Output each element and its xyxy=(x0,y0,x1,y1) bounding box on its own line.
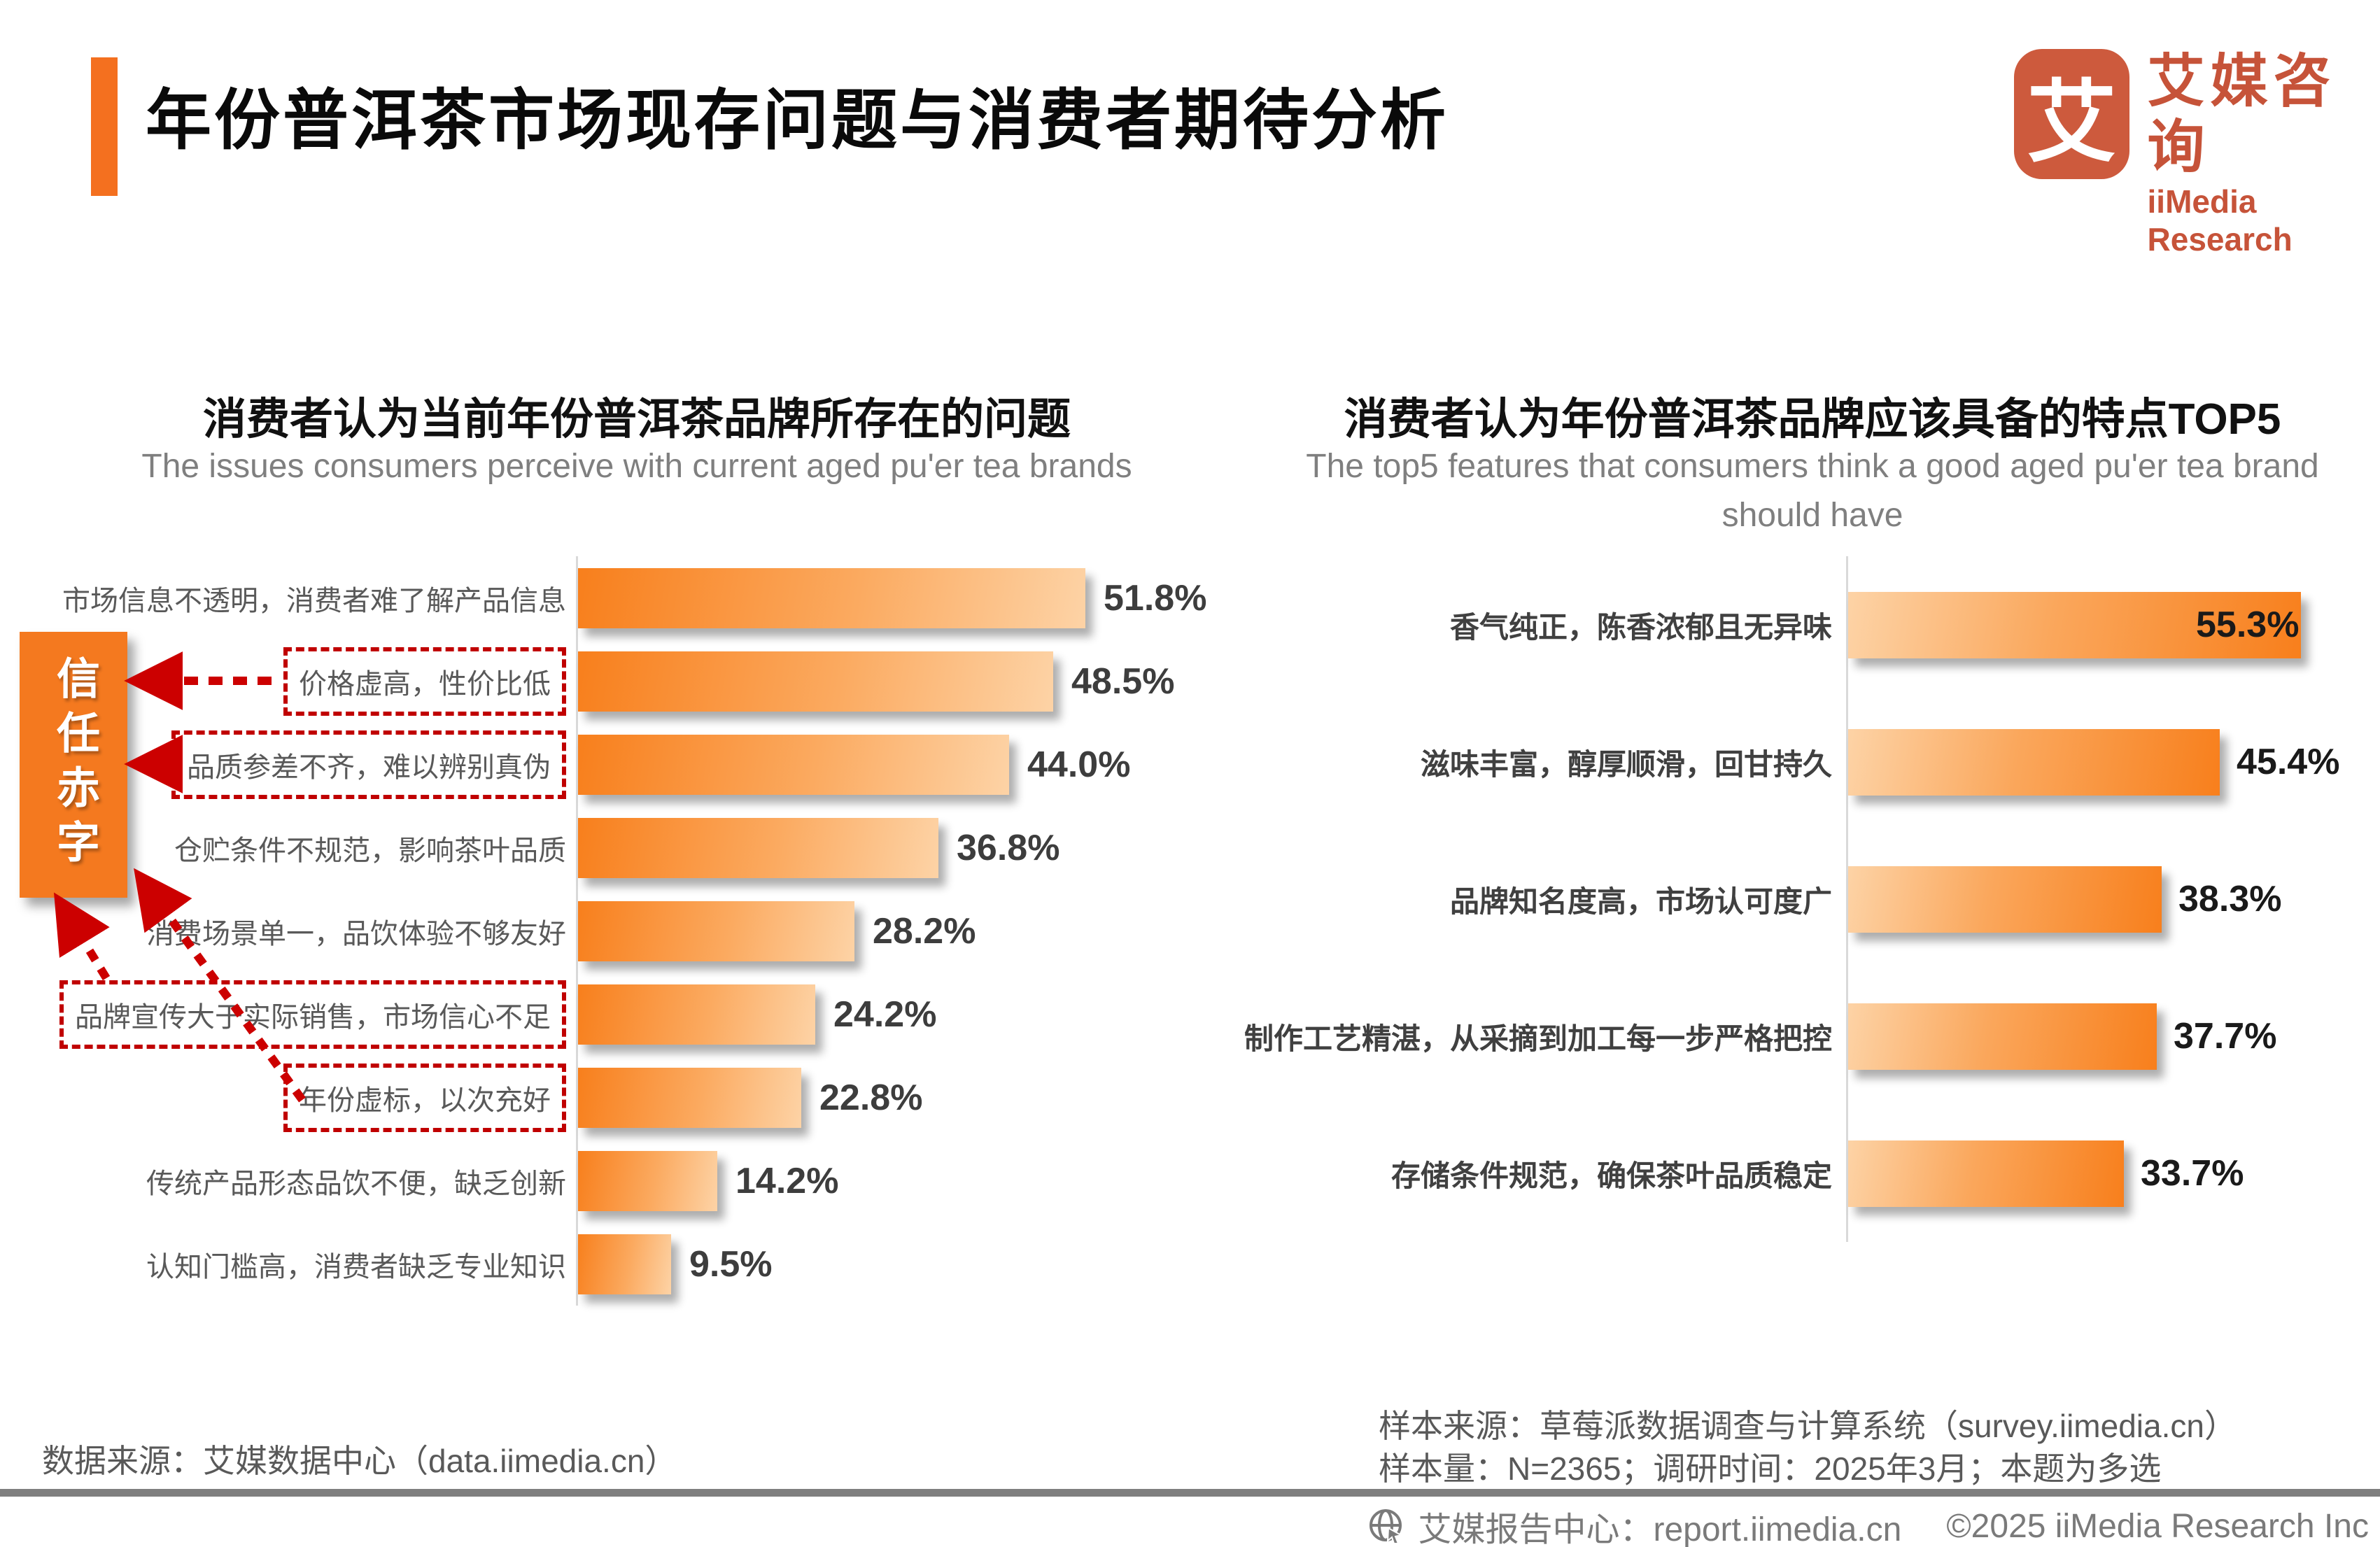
left-chart-row: 传统产品形态品饮不便，缺乏创新 14.2% xyxy=(0,1139,1232,1222)
bar xyxy=(578,734,1009,795)
bar xyxy=(578,1150,717,1211)
category-label: 消费场景单一，品饮体验不够友好 xyxy=(146,918,566,949)
right-chart-row: 品牌知名度高，市场认可度广 38.3% xyxy=(1190,831,2380,968)
left-chart-row: 品质参差不齐，难以辨别真伪 44.0% xyxy=(0,723,1232,806)
category-label: 价格虚高，性价比低 xyxy=(283,647,566,716)
sample-size-line: 样本量：N=2365；调研时间：2025年3月；本题为多选 xyxy=(1379,1450,2162,1487)
value-label: 55.3% xyxy=(2196,605,2300,645)
left-chart-row: 市场信息不透明，消费者难了解产品信息 51.8% xyxy=(0,556,1232,640)
category-label: 香气纯正，陈香浓郁且无异味 xyxy=(1449,610,1832,644)
bar xyxy=(1848,1003,2157,1070)
globe-cursor-icon xyxy=(1369,1509,1404,1544)
right-chart-row: 滋味丰富，醇厚顺滑，回甘持久 45.4% xyxy=(1190,693,2380,831)
value-label: 38.3% xyxy=(2178,879,2282,919)
left-chart-row: 价格虚高，性价比低 48.5% xyxy=(0,640,1232,723)
value-label: 22.8% xyxy=(819,1077,923,1118)
report-center-text: 艾媒报告中心：report.iimedia.cn xyxy=(1418,1511,1902,1547)
category-label: 品牌知名度高，市场认可度广 xyxy=(1449,884,1832,918)
value-label: 45.4% xyxy=(2237,742,2340,782)
data-source-right: 样本来源：草莓派数据调查与计算系统（survey.iimedia.cn） 样本量… xyxy=(1379,1405,2237,1490)
value-label: 24.2% xyxy=(833,994,937,1035)
category-label: 传统产品形态品饮不便，缺乏创新 xyxy=(146,1168,566,1199)
sample-source-line: 样本来源：草莓派数据调查与计算系统（survey.iimedia.cn） xyxy=(1379,1408,2237,1444)
value-label: 36.8% xyxy=(957,827,1060,868)
bar xyxy=(1848,866,2162,933)
trust-deficit-callout: 信任赤字 xyxy=(20,632,127,898)
bar xyxy=(1848,728,2220,796)
right-bar-chart: 香气纯正，陈香浓郁且无异味 55.3% 滋味丰富，醇厚顺滑，回甘持久 45.4%… xyxy=(1190,556,2380,1242)
iimedia-logo: 艾 艾媒咨询 iiMedia Research xyxy=(2014,49,2380,258)
value-label: 33.7% xyxy=(2141,1153,2244,1194)
footer: 艾媒报告中心：report.iimedia.cn ©2025 iiMedia R… xyxy=(1367,1502,2369,1547)
value-label: 37.7% xyxy=(2174,1016,2277,1057)
category-label: 仓贮条件不规范，影响茶叶品质 xyxy=(174,835,566,866)
category-label: 滋味丰富，醇厚顺滑，回甘持久 xyxy=(1420,747,1832,781)
category-label: 品质参差不齐，难以辨别真伪 xyxy=(171,730,566,799)
logo-cn-text: 艾媒咨询 xyxy=(2147,50,2337,180)
bar xyxy=(578,900,854,961)
left-chart-row: 仓贮条件不规范，影响茶叶品质 36.8% xyxy=(0,806,1232,889)
left-chart-row: 认知门槛高，消费者缺乏专业知识 9.5% xyxy=(0,1222,1232,1306)
value-label: 51.8% xyxy=(1104,577,1207,619)
left-chart-row: 年份虚标，以次充好 22.8% xyxy=(0,1056,1232,1139)
bar xyxy=(578,1234,671,1294)
trust-deficit-label: 信任赤字 xyxy=(50,656,98,874)
bar xyxy=(578,984,815,1045)
title-accent-bar xyxy=(91,57,118,196)
footer-divider xyxy=(0,1489,2380,1497)
category-label: 存储条件规范，确保茶叶品质稳定 xyxy=(1390,1159,1832,1192)
right-chart-title: 消费者认为年份普洱茶品牌应该具备的特点TOP5 xyxy=(1344,395,2281,444)
left-bar-chart: 市场信息不透明，消费者难了解产品信息 51.8% 价格虚高，性价比低 48.5%… xyxy=(0,556,1232,1306)
left-chart-subtitle: The issues consumers perceive with curre… xyxy=(141,448,1132,485)
category-label: 制作工艺精湛，从采摘到加工每一步严格把控 xyxy=(1244,1022,1832,1055)
data-source-left: 数据来源：艾媒数据中心（data.iimedia.cn） xyxy=(42,1443,677,1479)
left-chart-title: 消费者认为当前年份普洱茶品牌所存在的问题 xyxy=(202,395,1071,444)
bar xyxy=(1848,1140,2124,1207)
bar xyxy=(1848,591,2301,658)
right-chart-row: 制作工艺精湛，从采摘到加工每一步严格把控 37.7% xyxy=(1190,968,2380,1105)
value-label: 48.5% xyxy=(1071,661,1175,702)
right-chart-subtitle: The top5 features that consumers think a… xyxy=(1306,448,2319,534)
value-label: 28.2% xyxy=(873,910,976,952)
value-label: 9.5% xyxy=(689,1243,773,1285)
bar xyxy=(578,567,1085,628)
logo-en-text: iiMedia Research xyxy=(2147,183,2293,257)
page-title: 年份普洱茶市场现存问题与消费者期待分析 xyxy=(146,83,1449,157)
right-chart-row: 香气纯正，陈香浓郁且无异味 55.3% xyxy=(1190,556,2380,693)
category-label: 年份虚标，以次充好 xyxy=(283,1063,566,1132)
iimedia-logo-icon: 艾 xyxy=(2014,49,2129,179)
category-label: 市场信息不透明，消费者难了解产品信息 xyxy=(62,585,566,616)
bar xyxy=(578,817,938,878)
right-chart-row: 存储条件规范，确保茶叶品质稳定 33.7% xyxy=(1190,1105,2380,1242)
category-label: 品牌宣传大于实际销售，市场信心不足 xyxy=(59,980,566,1049)
category-label: 认知门槛高，消费者缺乏专业知识 xyxy=(146,1251,566,1283)
left-chart-row: 消费场景单一，品饮体验不够友好 28.2% xyxy=(0,889,1232,973)
value-label: 44.0% xyxy=(1027,744,1131,785)
left-chart-row: 品牌宣传大于实际销售，市场信心不足 24.2% xyxy=(0,973,1232,1056)
bar xyxy=(578,1067,801,1128)
copyright-text: ©2025 iiMedia Research Inc xyxy=(1946,1507,2369,1545)
value-label: 14.2% xyxy=(735,1160,839,1201)
bar xyxy=(578,651,1053,712)
